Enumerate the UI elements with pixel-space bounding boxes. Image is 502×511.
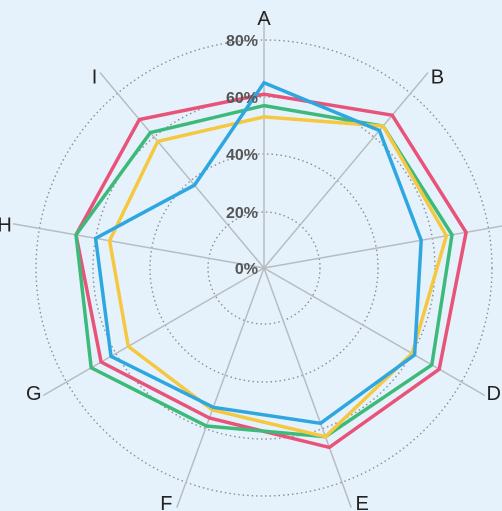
spoke-G [42,267,265,397]
tick-label-20: 20% [226,205,258,222]
spoke-I [99,72,265,269]
series-2-polygon [74,103,454,439]
axis-label-H: H [0,215,12,237]
grid-ring-80 [35,39,493,497]
series-1-polygon [74,92,468,450]
tick-label-0: 0% [235,261,258,278]
spoke-E [263,267,352,508]
tick-label-60: 60% [226,90,258,107]
series-4-polygon [93,80,423,426]
axis-spokes [12,13,502,508]
grid-ring-60 [92,96,436,440]
axis-label-A: A [257,8,271,30]
axis-label-D: D [487,383,501,405]
radial-tick-labels: 0% 20% 40% 60% 80% [226,33,258,278]
axis-label-I: I [92,67,98,89]
series-group [74,80,468,450]
tick-label-40: 40% [226,147,258,164]
axis-label-E: E [356,493,369,511]
spoke-F [176,267,265,508]
axis-label-B: B [431,67,444,89]
spoke-C [263,225,502,269]
tick-label-80: 80% [226,33,258,50]
spoke-B [263,72,429,269]
spoke-H [12,222,265,269]
series-3-polygon [107,115,449,439]
axis-label-G: G [26,383,42,405]
axis-label-F: F [160,493,172,511]
spoke-D [263,267,486,397]
axis-labels: ABCDEFGHI [0,8,501,511]
grid-ring-20 [207,211,321,325]
